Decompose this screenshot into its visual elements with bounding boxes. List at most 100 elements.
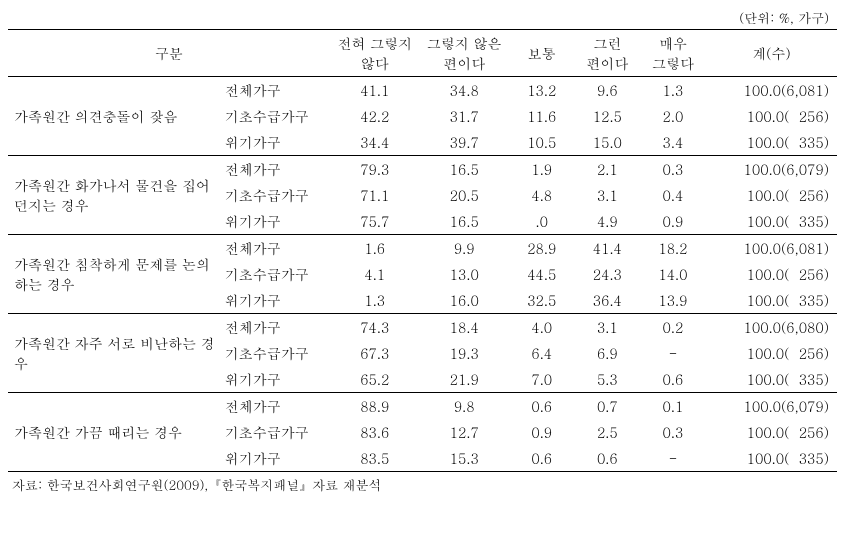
value-cell: 3.1 [575,182,641,208]
data-table: 구분 전혀 그렇지 않다 그렇지 않은 편이다 보통 그런 편이다 매우 그렇다… [8,29,837,472]
value-cell: 0.9 [509,419,575,445]
value-cell: 20.5 [420,182,509,208]
header-col-4: 매우 그렇다 [640,30,706,77]
value-cell: 0.6 [640,366,706,393]
header-col-3: 그런 편이다 [575,30,641,77]
value-cell: 4.9 [575,208,641,235]
value-cell: 79.3 [330,156,419,183]
value-cell: - [640,340,706,366]
header-col-1: 그렇지 않은 편이다 [420,30,509,77]
subgroup-label: 기초수급가구 [223,261,330,287]
value-cell: .0 [509,208,575,235]
group-label: 가족원간 가끔 때리는 경우 [8,393,223,472]
total-cell: 100.0( 256) [706,103,837,129]
subgroup-label: 전체가구 [223,77,330,104]
value-cell: 24.3 [575,261,641,287]
value-cell: 9.6 [575,77,641,104]
total-cell: 100.0(6,079) [706,156,837,183]
value-cell: 15.3 [420,445,509,472]
subgroup-label: 기초수급가구 [223,419,330,445]
value-cell: 16.5 [420,208,509,235]
value-cell: 74.3 [330,314,419,341]
value-cell: 4.0 [509,314,575,341]
value-cell: 0.3 [640,419,706,445]
value-cell: 16.0 [420,287,509,314]
value-cell: 12.5 [575,103,641,129]
value-cell: 6.4 [509,340,575,366]
value-cell: 0.9 [640,208,706,235]
value-cell: 11.6 [509,103,575,129]
total-cell: 100.0( 256) [706,340,837,366]
value-cell: 21.9 [420,366,509,393]
value-cell: 65.2 [330,366,419,393]
subgroup-label: 기초수급가구 [223,182,330,208]
value-cell: 71.1 [330,182,419,208]
value-cell: 9.9 [420,235,509,262]
value-cell: 14.0 [640,261,706,287]
value-cell: 39.7 [420,129,509,156]
value-cell: 19.3 [420,340,509,366]
total-cell: 100.0( 335) [706,129,837,156]
value-cell: 0.3 [640,156,706,183]
subgroup-label: 전체가구 [223,393,330,420]
value-cell: 13.9 [640,287,706,314]
total-cell: 100.0( 256) [706,419,837,445]
header-category: 구분 [8,30,330,77]
value-cell: - [640,445,706,472]
total-cell: 100.0( 335) [706,366,837,393]
subgroup-label: 전체가구 [223,314,330,341]
subgroup-label: 위기가구 [223,208,330,235]
group-label: 가족원간 화가나서 물건을 집어 던지는 경우 [8,156,223,235]
value-cell: 34.8 [420,77,509,104]
total-cell: 100.0(6,080) [706,314,837,341]
total-cell: 100.0( 335) [706,208,837,235]
value-cell: 2.5 [575,419,641,445]
value-cell: 41.4 [575,235,641,262]
value-cell: 2.1 [575,156,641,183]
value-cell: 75.7 [330,208,419,235]
value-cell: 12.7 [420,419,509,445]
subgroup-label: 위기가구 [223,366,330,393]
value-cell: 83.5 [330,445,419,472]
subgroup-label: 위기가구 [223,287,330,314]
value-cell: 1.3 [330,287,419,314]
header-col-2: 보통 [509,30,575,77]
value-cell: 3.4 [640,129,706,156]
subgroup-label: 기초수급가구 [223,340,330,366]
header-col-0: 전혀 그렇지 않다 [330,30,419,77]
value-cell: 9.8 [420,393,509,420]
value-cell: 5.3 [575,366,641,393]
value-cell: 0.6 [509,445,575,472]
value-cell: 42.2 [330,103,419,129]
value-cell: 34.4 [330,129,419,156]
value-cell: 83.6 [330,419,419,445]
value-cell: 1.9 [509,156,575,183]
value-cell: 1.6 [330,235,419,262]
unit-label: (단위: %, 가구) [8,8,837,27]
value-cell: 1.3 [640,77,706,104]
value-cell: 4.8 [509,182,575,208]
value-cell: 32.5 [509,287,575,314]
value-cell: 4.1 [330,261,419,287]
group-label: 가족원간 침착하게 문제를 논의하는 경우 [8,235,223,314]
value-cell: 18.4 [420,314,509,341]
total-cell: 100.0(6,081) [706,77,837,104]
value-cell: 3.1 [575,314,641,341]
total-cell: 100.0(6,079) [706,393,837,420]
value-cell: 0.6 [509,393,575,420]
group-label: 가족원간 자주 서로 비난하는 경우 [8,314,223,393]
table-body: 가족원간 의견충돌이 잦음전체가구41.134.813.29.61.3100.0… [8,77,837,472]
value-cell: 44.5 [509,261,575,287]
value-cell: 0.1 [640,393,706,420]
total-cell: 100.0( 256) [706,182,837,208]
value-cell: 0.4 [640,182,706,208]
value-cell: 18.2 [640,235,706,262]
total-cell: 100.0( 335) [706,445,837,472]
value-cell: 0.6 [575,445,641,472]
value-cell: 0.7 [575,393,641,420]
value-cell: 15.0 [575,129,641,156]
value-cell: 13.0 [420,261,509,287]
value-cell: 7.0 [509,366,575,393]
group-label: 가족원간 의견충돌이 잦음 [8,77,223,156]
value-cell: 28.9 [509,235,575,262]
